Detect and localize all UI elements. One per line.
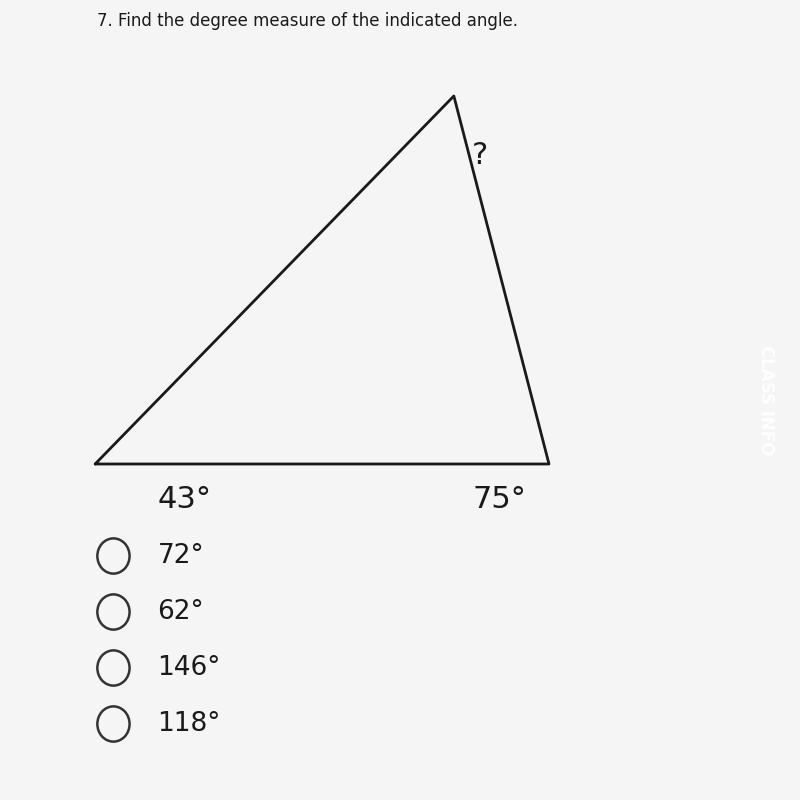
Text: 72°: 72° [158, 543, 204, 569]
Text: 75°: 75° [472, 486, 526, 514]
Text: ?: ? [472, 142, 488, 170]
Text: 7. Find the degree measure of the indicated angle.: 7. Find the degree measure of the indica… [97, 12, 518, 30]
Text: 118°: 118° [158, 711, 221, 737]
Text: CLASS INFO: CLASS INFO [757, 345, 775, 455]
Text: 43°: 43° [158, 486, 211, 514]
Text: 146°: 146° [158, 655, 221, 681]
Text: 62°: 62° [158, 599, 204, 625]
